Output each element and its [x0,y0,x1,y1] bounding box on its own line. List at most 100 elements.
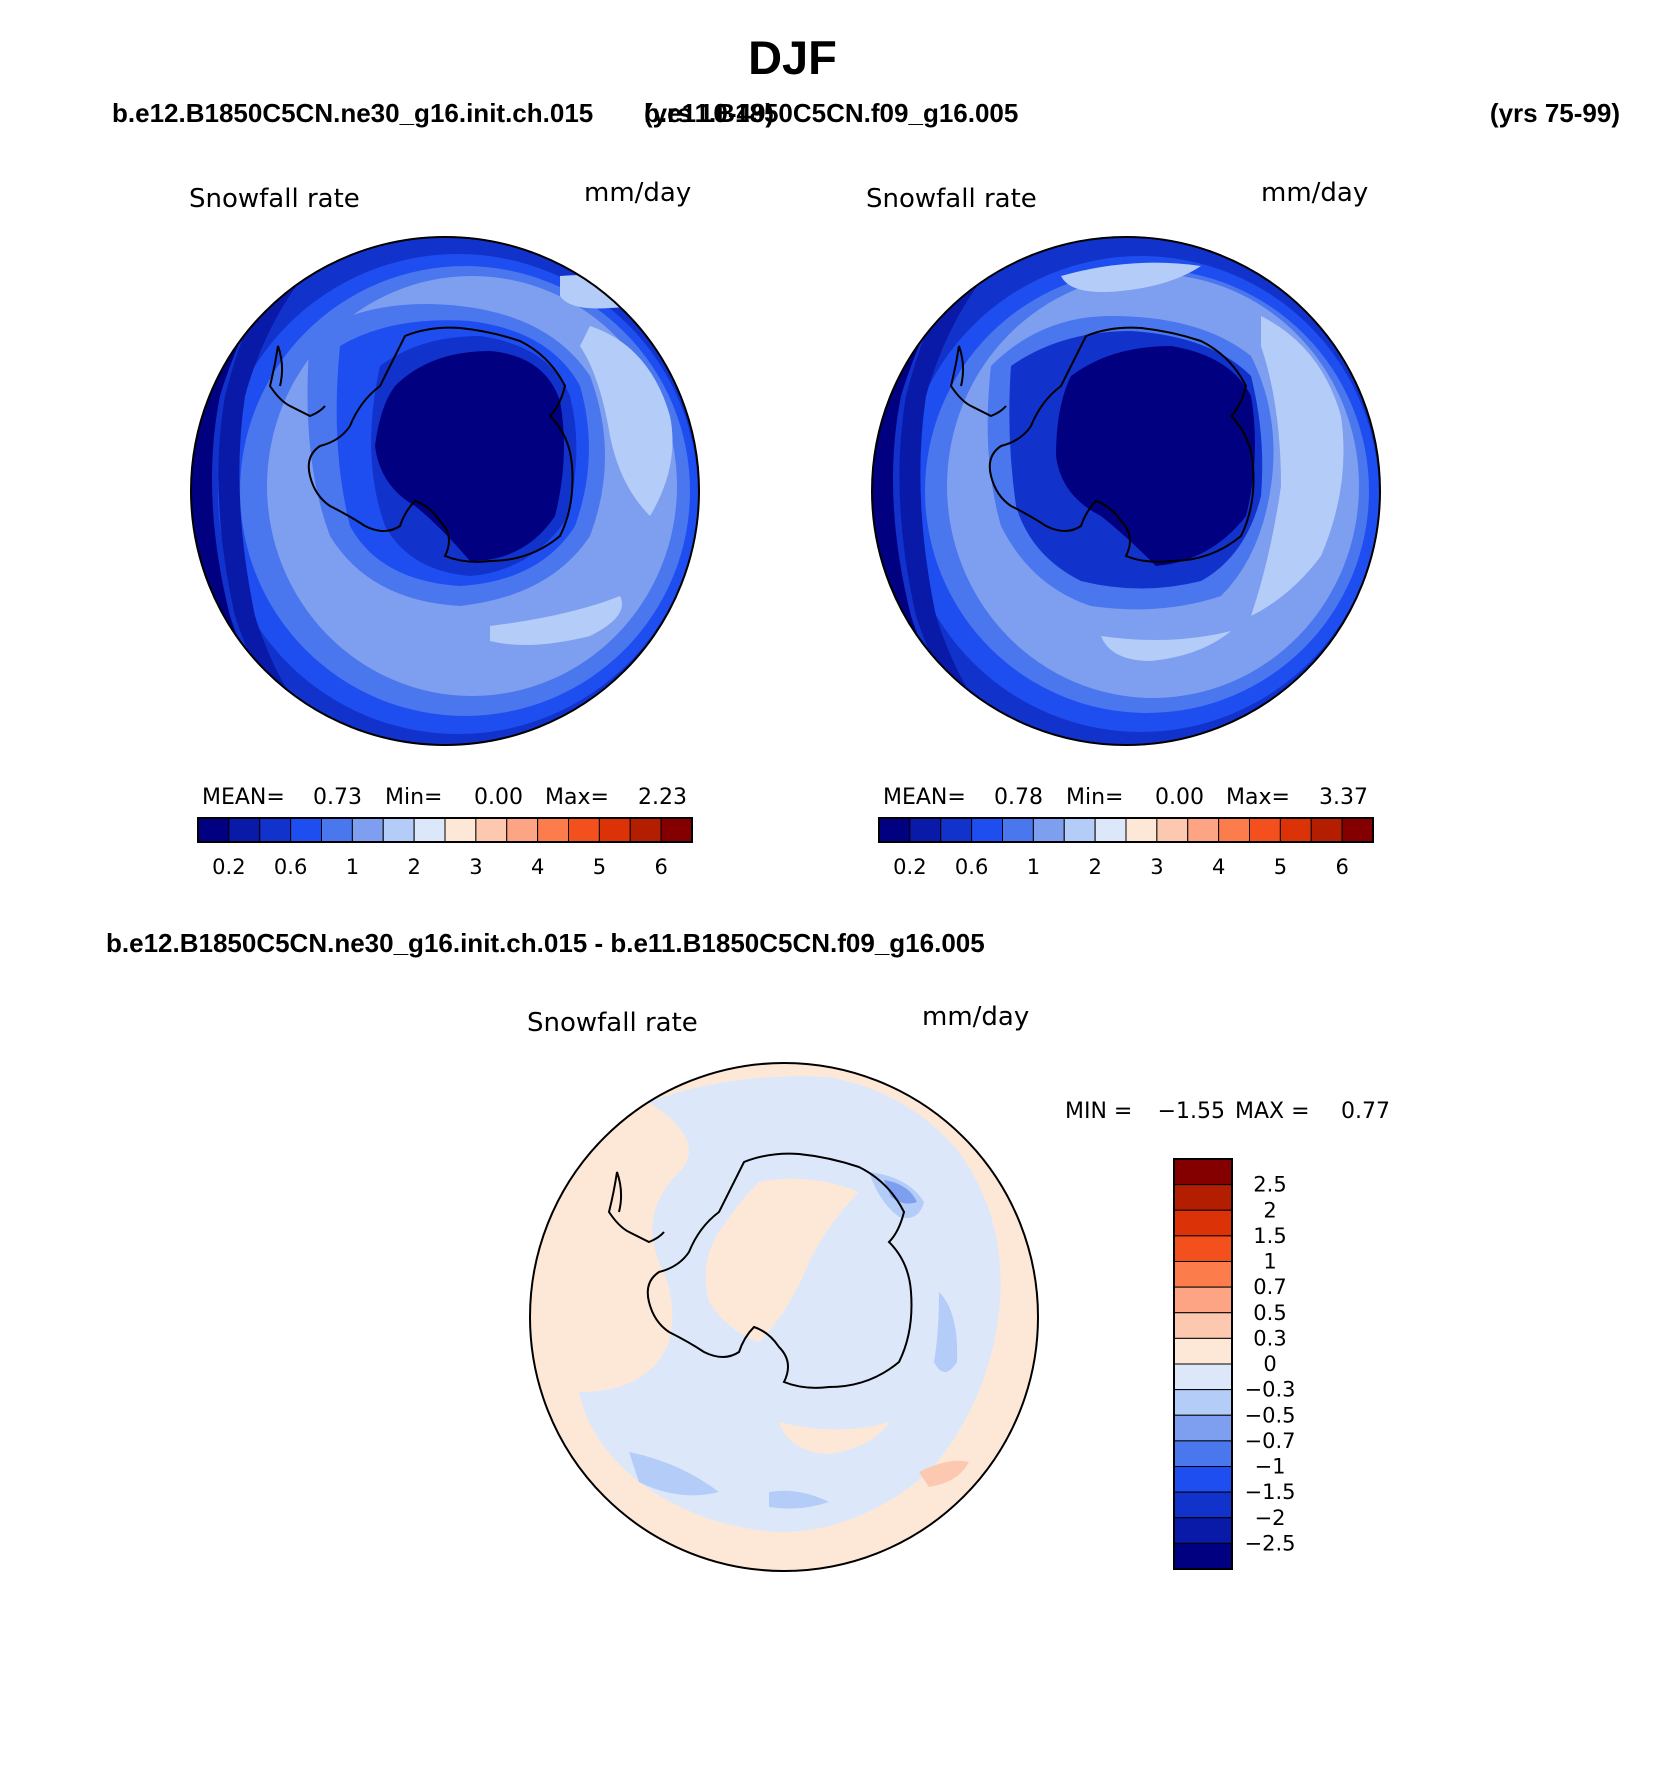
colorbar-swatch [971,817,1003,843]
colorbar-label: 5 [593,855,606,879]
colorbar-label: 4 [531,855,544,879]
panel-2-min-label: Min= [1066,785,1123,810]
colorbar-swatch [351,817,384,843]
colorbar-swatch [1173,1337,1233,1365]
colorbar-label: 0.2 [893,855,926,879]
colorbar-label: −0.3 [1245,1378,1296,1402]
panel-1-max-label: Max= [545,785,609,810]
colorbar-swatch [1187,817,1220,843]
colorbar-swatch [940,817,973,843]
colorbar-label: 6 [654,855,667,879]
panel-2-mean-label: MEAN= [883,785,966,810]
colorbar-swatch [1173,1389,1233,1416]
colorbar-swatch [444,817,477,843]
colorbar-swatch [1173,1209,1233,1237]
colorbar-swatch [228,817,261,843]
colorbar-label: 4 [1212,855,1225,879]
panel-1-mean-label: MEAN= [202,785,285,810]
colorbar-label: 3 [469,855,482,879]
colorbar-label: 0.5 [1253,1301,1286,1325]
colorbar-label: −2.5 [1245,1531,1296,1555]
colorbar-label: −0.7 [1245,1429,1296,1453]
colorbar-swatch [1173,1184,1233,1211]
colorbar-swatch [1173,1286,1233,1314]
colorbar-label: 1 [346,855,359,879]
panel-3-max-label: MAX = [1235,1099,1310,1124]
colorbar-swatch [1173,1363,1233,1391]
colorbar-label: −0.5 [1245,1403,1296,1427]
colorbar-swatch [413,817,446,843]
panel-2-mean-value: 0.78 [994,785,1043,810]
panel-3-min-label: MIN = [1065,1099,1132,1124]
colorbar-label: 0.3 [1253,1326,1286,1350]
colorbar-swatch [321,817,353,843]
map-1-contours [191,237,699,745]
panel-1-units: mm/day [584,178,692,208]
colorbar-swatch [290,817,322,843]
panel-1-min-label: Min= [385,785,442,810]
case-a-years: (yrs 10-49) [644,98,775,128]
case-a-title: b.e12.B1850C5CN.ne30_g16.init.ch.015 [112,98,594,128]
colorbar-swatch [1341,817,1374,843]
colorbar-swatch [598,817,631,843]
colorbar-label: 0.6 [955,855,988,879]
colorbar-swatch [197,817,230,843]
panel-3-colorbar: 2.521.510.70.50.30−0.3−0.5−0.7−1−1.5−2−2… [1173,1158,1296,1570]
colorbar-swatch [1032,817,1065,843]
panel-1-mean-value: 0.73 [313,785,362,810]
map-2 [871,236,1381,746]
colorbar-label: 5 [1274,855,1287,879]
colorbar-swatch [1218,817,1250,843]
panel-1-colorbar: 0.2 0.6 1 2 3 4 5 6 [197,817,693,879]
colorbar-swatch [1156,817,1189,843]
colorbar-swatch [1173,1440,1233,1467]
colorbar-label: −1 [1255,1455,1286,1479]
case-b-years: (yrs 75-99) [1489,98,1620,128]
panel-2-min-value: 0.00 [1155,785,1204,810]
colorbar-swatch [537,817,569,843]
colorbar-label: 2 [1088,855,1101,879]
panel-1-min-value: 0.00 [474,785,523,810]
colorbar-swatch [1173,1312,1233,1339]
panel-2-max-label: Max= [1226,785,1290,810]
colorbar-label: 0.6 [274,855,307,879]
colorbar-swatch [475,817,508,843]
panel-3-max-value: 0.77 [1341,1099,1390,1124]
colorbar-label: 1 [1263,1250,1276,1274]
panel-1-max-value: 2.23 [638,785,687,810]
panel-2-max-value: 3.37 [1319,785,1368,810]
page-title: DJF [748,31,837,84]
panel-3-variable: Snowfall rate [527,1008,698,1038]
colorbar-swatch [1310,817,1343,843]
colorbar-swatch [1173,1542,1233,1570]
colorbar-swatch [259,817,292,843]
colorbar-swatch [660,817,693,843]
colorbar-swatch [878,817,911,843]
colorbar-swatch [506,817,539,843]
colorbar-swatch [1173,1491,1233,1519]
colorbar-swatch [1249,817,1281,843]
colorbar-swatch [1173,1414,1233,1442]
colorbar-label: 3 [1150,855,1163,879]
colorbar-swatch [1063,817,1096,843]
colorbar-label: 1.5 [1253,1224,1286,1248]
colorbar-swatch [1173,1235,1233,1262]
panel-2-units: mm/day [1261,178,1369,208]
case-b-title: b.e11.B1850C5CN.f09_g16.005 [644,98,1019,128]
colorbar-swatch [1173,1158,1233,1186]
colorbar-swatch [1002,817,1034,843]
panel-3-units: mm/day [922,1002,1030,1032]
colorbar-swatch [568,817,600,843]
colorbar-swatch [1279,817,1312,843]
panel-1-stats: MEAN= 0.73 Min= 0.00 Max= 2.23 [202,785,687,810]
colorbar-swatch [1094,817,1127,843]
panel-2-variable: Snowfall rate [866,184,1037,214]
map-1 [190,236,700,746]
panel-3-minmax: MIN = −1.55 MAX = 0.77 [1065,1099,1390,1124]
colorbar-swatch [629,817,662,843]
colorbar-label: 2.5 [1253,1173,1286,1197]
colorbar-label: 1 [1027,855,1040,879]
colorbar-swatch [1125,817,1158,843]
colorbar-label: 6 [1335,855,1348,879]
panel-2-stats: MEAN= 0.78 Min= 0.00 Max= 3.37 [883,785,1368,810]
